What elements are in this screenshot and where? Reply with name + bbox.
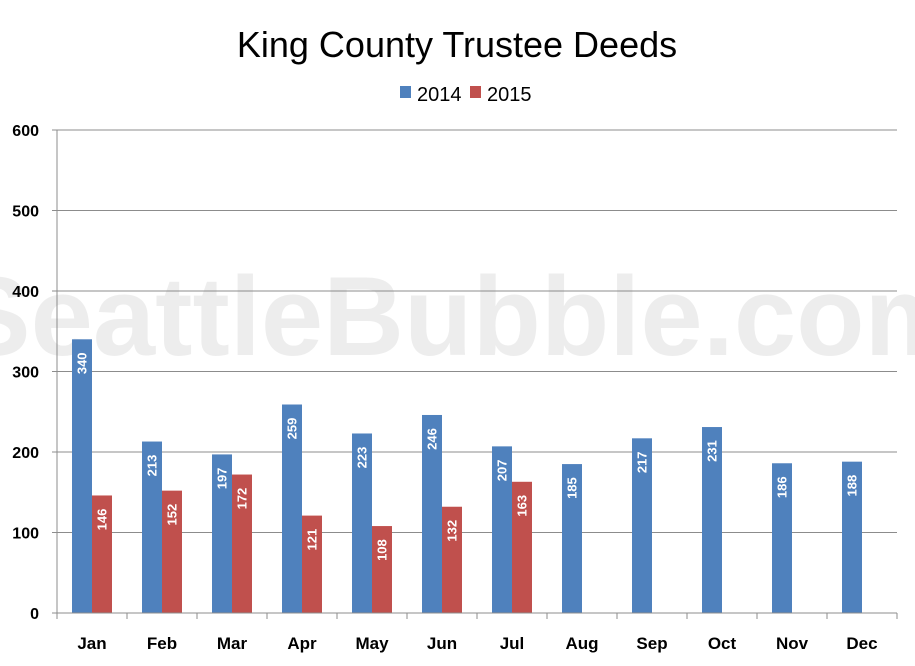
y-axis: 0 100 200 300 400 500 600	[12, 123, 58, 623]
x-tick-label: Apr	[287, 634, 317, 653]
bar-2015-Apr	[302, 515, 322, 613]
bar-2014-Jul	[492, 446, 512, 613]
bar-2015-May	[372, 526, 392, 613]
x-tick-label: Sep	[636, 634, 667, 653]
y-tick-label: 200	[12, 445, 39, 462]
y-tick-label: 100	[12, 526, 39, 543]
bars	[72, 339, 862, 613]
bar-2014-Sep	[632, 438, 652, 613]
bar-2014-Mar	[212, 454, 232, 613]
data-label: 146	[95, 509, 110, 531]
x-tick-label: Dec	[846, 634, 877, 653]
data-label: 185	[565, 477, 580, 499]
data-label: 172	[235, 488, 250, 510]
bar-2014-Jan	[72, 339, 92, 613]
legend: 2014 2015	[400, 84, 532, 106]
y-tick-label: 400	[12, 284, 39, 301]
data-label: 207	[495, 460, 510, 482]
legend-swatch	[400, 86, 411, 98]
watermark: SeattleBubble.com	[0, 254, 915, 379]
bar-2015-Feb	[162, 490, 182, 613]
bar-2014-May	[352, 433, 372, 613]
bar-2015-Jun	[442, 506, 462, 613]
bar-2015-Jan	[92, 495, 112, 613]
bar-2014-Oct	[702, 427, 722, 613]
data-label: 121	[305, 529, 320, 551]
x-tick-label: Aug	[565, 634, 598, 653]
legend-label: 2014	[417, 84, 462, 106]
legend-swatch	[470, 86, 481, 98]
y-tick-label: 300	[12, 365, 39, 382]
x-tick-label: May	[355, 634, 389, 653]
data-label: 231	[705, 440, 720, 462]
data-label: 217	[635, 451, 650, 473]
x-tick-label: Mar	[217, 634, 248, 653]
data-label: 197	[215, 468, 230, 490]
data-label: 163	[515, 495, 530, 517]
bar-2014-Dec	[842, 461, 862, 613]
data-label: 188	[845, 475, 860, 497]
x-tick-label: Nov	[776, 634, 809, 653]
y-tick-label: 0	[30, 606, 39, 623]
x-axis: Jan Feb Mar Apr May Jun Jul Aug Sep Oct Nov Dec	[56, 612, 898, 653]
bar-2014-Feb	[142, 441, 162, 613]
data-label: 108	[375, 539, 390, 561]
data-label: 246	[425, 428, 440, 450]
bar-2015-Mar	[232, 474, 252, 613]
data-label: 152	[165, 504, 180, 526]
data-label: 213	[145, 455, 160, 477]
x-tick-label: Jul	[500, 634, 525, 653]
data-label: 340	[75, 352, 90, 374]
data-label: 132	[445, 520, 460, 542]
x-tick-label: Jan	[77, 634, 106, 653]
bar-2014-Nov	[772, 463, 792, 613]
legend-label: 2015	[487, 84, 532, 106]
y-tick-label: 600	[12, 123, 39, 140]
bar-2015-Jul	[512, 481, 532, 613]
x-tick-label: Feb	[147, 634, 177, 653]
x-tick-label: Oct	[708, 634, 737, 653]
x-tick-label: Jun	[427, 634, 457, 653]
chart-title: King County Trustee Deeds	[237, 24, 677, 65]
data-label: 186	[775, 476, 790, 498]
y-tick-label: 500	[12, 204, 39, 221]
bar-2014-Aug	[562, 464, 582, 613]
data-label: 259	[285, 418, 300, 440]
data-label: 223	[355, 447, 370, 469]
bar-2014-Apr	[282, 404, 302, 613]
gridlines	[57, 129, 897, 614]
data-labels: 340 213 197 259 223 246 207 185 217 231 186 188 146 1…	[75, 352, 860, 560]
bar-2014-Jun	[422, 414, 442, 613]
